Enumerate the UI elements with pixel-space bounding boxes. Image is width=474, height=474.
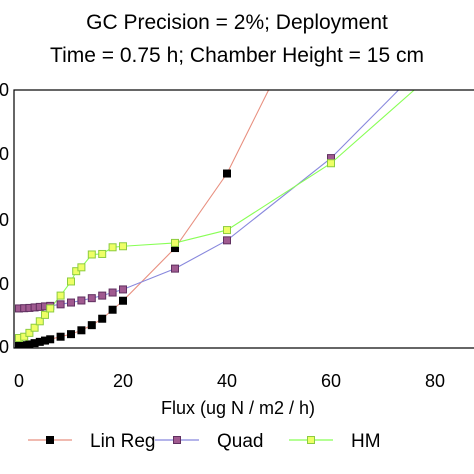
data-point-hm-12 [98,249,107,258]
y-tick-label-3: 0 [0,144,9,164]
legend: Lin Reg Quad HM [28,431,381,452]
y-tick-label-0: 0 [0,337,9,357]
data-point-quad-15 [223,236,231,245]
y-tick-label-1: 0 [0,274,9,294]
data-point-lin-reg-8 [67,330,75,339]
legend-marker-lin-reg [46,436,54,444]
data-point-hm-2 [25,328,34,337]
data-point-lin-reg-6 [46,335,55,344]
x-axis-tick-labels: 0 20 40 60 80 [14,371,445,391]
data-point-lin-reg-7 [56,332,65,341]
legend-item-lin-reg: Lin Reg [28,431,156,452]
data-point-quad-13 [119,285,127,294]
data-point-quad-9 [77,296,86,305]
y-tick-label-4: 0 [0,80,9,100]
x-tick-label-4: 80 [425,371,445,391]
plot-area [15,90,415,348]
data-point-hm-4 [35,317,44,326]
data-point-hm-14 [119,242,127,251]
legend-marker-quad [173,436,181,444]
data-point-lin-reg-9 [77,326,86,335]
data-point-lin-reg-10 [87,321,96,330]
data-point-quad-10 [87,294,96,303]
data-point-lin-reg-13 [119,296,127,305]
legend-item-quad: Quad [155,431,263,452]
data-point-hm-8 [67,277,75,286]
chart-title-line-2: Time = 0.75 h; Chamber Height = 15 cm [50,44,424,67]
data-point-lin-reg-11 [98,314,107,323]
x-tick-label-0: 0 [14,371,24,391]
y-axis-tick-labels: 0 0 0 0 0 [0,80,9,357]
data-point-hm-10 [77,263,86,272]
x-tick-label-3: 60 [321,371,341,391]
data-point-quad-7 [56,300,65,309]
x-axis-label: Flux (ug N / m2 / h) [161,398,315,418]
data-point-hm-7 [56,291,65,300]
data-point-quad-8 [67,298,75,307]
y-tick-label-2: 0 [0,210,9,230]
data-point-quad-11 [98,291,107,300]
data-point-hm-3 [30,323,39,332]
data-point-quad-14 [171,264,179,273]
x-tick-label-2: 40 [217,371,237,391]
data-point-hm-17 [327,159,335,168]
data-point-hm-6 [46,304,55,313]
x-tick-label-1: 20 [113,371,133,391]
legend-label-quad: Quad [217,431,263,452]
data-point-hm-16 [223,226,231,235]
plot-series-group [15,90,415,348]
legend-marker-hm [307,436,315,444]
data-point-lin-reg-12 [108,305,117,314]
data-point-hm-5 [41,310,49,319]
data-point-lin-reg-15 [223,169,231,178]
data-point-hm-11 [87,250,96,259]
chart-title-line-1: GC Precision = 2%; Deployment [86,11,388,34]
data-point-hm-15 [171,238,179,247]
plot-frame [13,89,474,349]
data-point-hm-13 [108,243,117,252]
legend-item-hm: HM [289,431,381,452]
legend-label-hm: HM [351,431,381,452]
data-point-quad-12 [108,288,117,297]
legend-label-lin-reg: Lin Reg [90,431,156,452]
